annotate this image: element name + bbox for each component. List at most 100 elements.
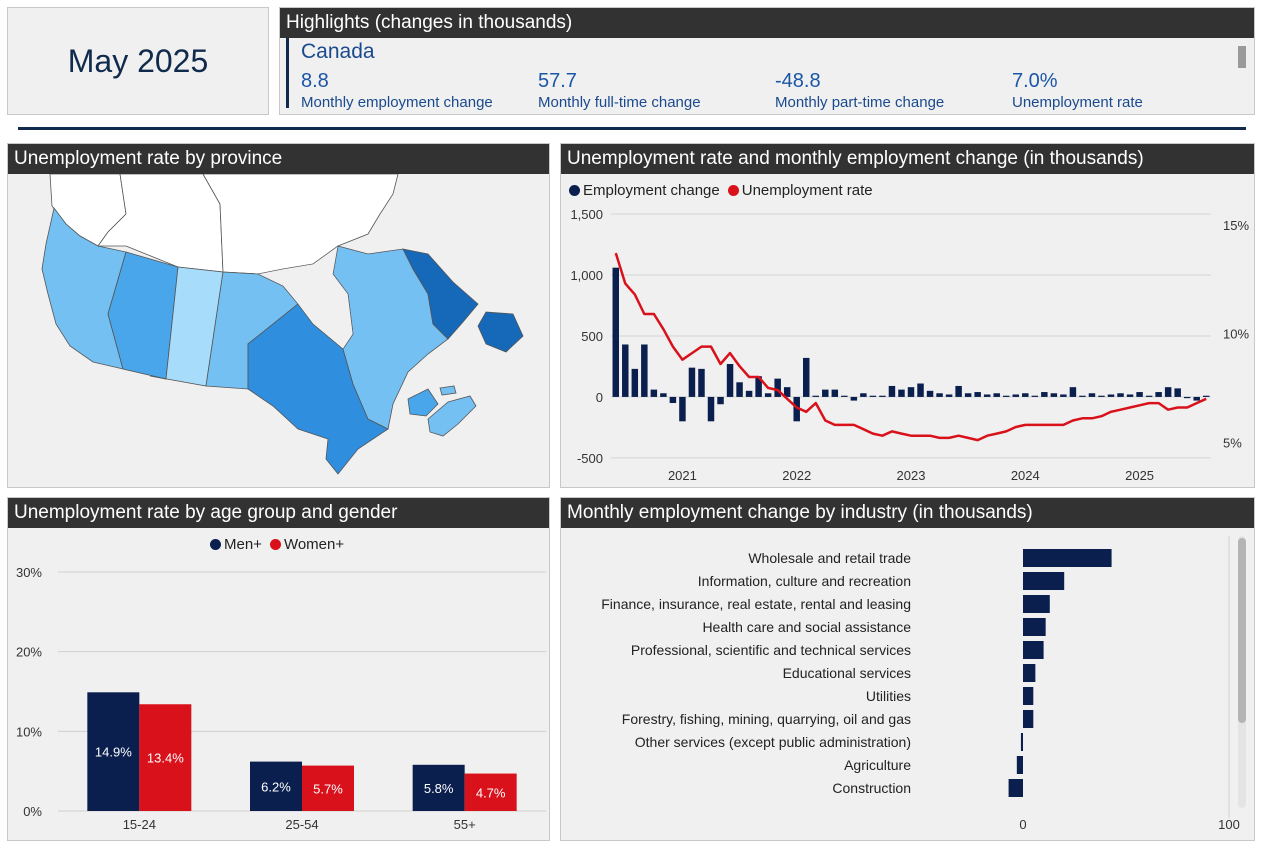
industry-bar <box>1020 733 1023 751</box>
employment-change-bar <box>926 390 934 397</box>
employment-change-bar <box>898 389 905 397</box>
employment-change-bar <box>869 395 877 397</box>
province-new-brunswick[interactable] <box>407 388 439 417</box>
employment-change-bar <box>793 396 800 422</box>
province-newfoundland-labrador[interactable] <box>402 248 524 353</box>
industry-panel: Monthly employment change by industry (i… <box>560 497 1255 841</box>
y-tick-label: 0% <box>23 804 42 819</box>
industry-label: Forestry, fishing, mining, quarrying, oi… <box>622 711 911 727</box>
industry-scrollbar-thumb[interactable] <box>1238 538 1246 723</box>
kpi-label: Monthly part-time change <box>775 94 945 111</box>
kpi-value: 7.0% <box>1012 70 1058 92</box>
y-left-tick-label: 0 <box>596 390 603 405</box>
highlights-region: Canada <box>301 40 375 63</box>
employment-change-bar <box>822 389 829 397</box>
women-bar <box>302 765 354 811</box>
employment-change-bar <box>888 385 896 397</box>
legend-label: Men+ <box>224 536 262 553</box>
industry-label: Educational services <box>783 665 911 681</box>
employment-change-bar <box>945 394 953 397</box>
canada-map <box>41 173 524 475</box>
employment-change-bar <box>1183 396 1191 399</box>
industry-bar <box>1023 710 1034 728</box>
unemployment-rate-line <box>614 252 1207 442</box>
legend-employment-change[interactable]: Employment change <box>569 182 720 199</box>
industry-label: Utilities <box>866 688 911 704</box>
age-legend: Men+ Women+ <box>210 536 344 553</box>
employment-change-bar <box>1003 395 1010 397</box>
data-label: 5.7% <box>313 781 343 796</box>
highlights-scrollbar[interactable] <box>1238 46 1246 68</box>
data-label: 14.9% <box>95 745 132 760</box>
employment-change-bar <box>717 396 724 405</box>
province-nova-scotia[interactable] <box>427 395 477 437</box>
data-label: 4.7% <box>476 785 506 800</box>
industry-label: Wholesale and retail trade <box>748 550 911 566</box>
employment-change-bar <box>660 393 667 397</box>
x-tick-label: 55+ <box>454 817 476 832</box>
employment-change-bar <box>688 367 696 397</box>
province-alberta[interactable] <box>107 251 179 380</box>
reference-month: May 2025 <box>67 42 209 79</box>
employment-change-bar <box>755 376 762 397</box>
y-left-tick-label: 1,000 <box>570 268 603 283</box>
x-tick-label: 2023 <box>897 468 926 483</box>
legend-swatch-red <box>269 539 281 550</box>
y-tick-label: 10% <box>16 724 42 739</box>
industry-label: Other services (except public administra… <box>635 734 911 750</box>
legend-men[interactable]: Men+ <box>210 536 262 553</box>
employment-change-bar <box>1117 393 1124 397</box>
industry-label: Construction <box>832 780 911 796</box>
x-tick-label: 100 <box>1218 817 1240 832</box>
highlights-title: Highlights (changes in thousands) <box>280 8 1254 38</box>
employment-change-bar <box>1145 395 1153 397</box>
kpi-label: Monthly employment change <box>301 94 493 111</box>
employment-change-bar <box>1107 394 1115 397</box>
province-saskatchewan[interactable] <box>149 266 224 387</box>
x-tick-label: 2024 <box>1011 468 1040 483</box>
employment-change-bar <box>641 344 648 397</box>
industry-bar <box>1016 756 1023 774</box>
y-right-tick-label: 10% <box>1223 327 1249 342</box>
combo-chart: 1,500 1,000 500 0 -500 15% 10% 5% 2021 2022 2023 20… <box>570 207 1249 483</box>
employment-change-bar <box>745 390 753 397</box>
legend-label: Unemployment rate <box>741 182 873 199</box>
employment-change-bar <box>1031 395 1039 397</box>
industry-bar <box>1023 664 1036 682</box>
industry-label: Professional, scientific and technical s… <box>631 642 911 658</box>
age-chart-title: Unemployment rate by age group and gende… <box>8 498 549 528</box>
x-tick-label: 15-24 <box>123 817 156 832</box>
employment-change-bar <box>1079 395 1086 397</box>
employment-change-bar <box>622 344 629 397</box>
employment-change-bar <box>679 396 686 422</box>
employment-change-bar <box>764 393 772 397</box>
province-map-panel: Unemployment rate by province <box>7 143 550 488</box>
data-label: 6.2% <box>261 779 291 794</box>
data-label: 13.4% <box>147 751 184 766</box>
industry-label: Information, culture and recreation <box>698 573 911 589</box>
map-title: Unemployment rate by province <box>8 144 549 174</box>
province-prince-edward-island[interactable] <box>439 385 457 396</box>
employment-change-bar <box>1050 393 1058 397</box>
employment-change-bar <box>736 382 743 397</box>
employment-change-bar <box>917 383 924 397</box>
unemployment-employment-panel: Unemployment rate and monthly employment… <box>560 143 1255 488</box>
y-tick-label: 20% <box>16 645 42 660</box>
employment-change-bar <box>974 392 981 397</box>
employment-change-bar <box>993 393 1000 397</box>
kpi-part-time-change: -48.8 Monthly part-time change <box>775 70 1005 111</box>
legend-unemployment-rate[interactable]: Unemployment rate <box>727 182 873 199</box>
combo-legend: Employment change Unemployment rate <box>569 182 873 199</box>
employment-change-bar <box>1069 387 1077 397</box>
industry-chart-title: Monthly employment change by industry (i… <box>561 498 1254 528</box>
legend-women[interactable]: Women+ <box>269 536 344 553</box>
industry-label: Finance, insurance, real estate, rental … <box>601 596 911 612</box>
legend-swatch-navy <box>210 539 221 550</box>
employment-change-bar <box>698 368 705 397</box>
legend-swatch-red <box>727 185 739 196</box>
x-tick-label: 0 <box>1019 817 1026 832</box>
province-british-columbia[interactable] <box>41 207 127 370</box>
highlights-panel: Highlights (changes in thousands) Canada… <box>279 7 1255 115</box>
employment-change-bar <box>1193 396 1200 401</box>
employment-change-bar <box>1203 395 1210 397</box>
